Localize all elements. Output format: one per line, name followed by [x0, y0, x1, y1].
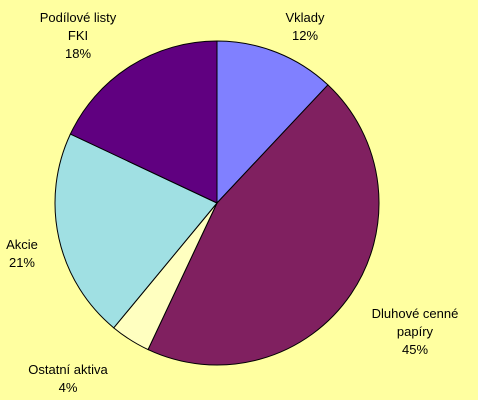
pie-slice	[54, 133, 218, 329]
category-label: Vklady	[285, 10, 325, 25]
value-label: 4%	[58, 380, 78, 395]
category-label: Ostatní aktiva	[28, 362, 108, 377]
value-label: 18%	[64, 46, 92, 61]
value-label: 45%	[401, 342, 429, 357]
slice-label: Podílové listy FKI 18%	[28, 9, 128, 63]
slice-label: Akcie 21%	[6, 236, 38, 272]
pie-slice	[69, 40, 218, 204]
value-label: 12%	[291, 28, 319, 43]
category-label: Podílové listy FKI	[39, 10, 117, 43]
value-label: 21%	[8, 255, 36, 270]
pie-slice	[147, 84, 380, 366]
pie-slice	[216, 40, 329, 205]
slice-label: Dluhové cenné papíry 45%	[359, 305, 471, 359]
slice-label: Ostatní aktiva 4%	[28, 361, 107, 397]
slice-label: Vklady 12%	[285, 9, 324, 45]
category-label: Akcie	[6, 237, 38, 252]
category-label: Dluhové cenné papíry	[371, 306, 459, 339]
